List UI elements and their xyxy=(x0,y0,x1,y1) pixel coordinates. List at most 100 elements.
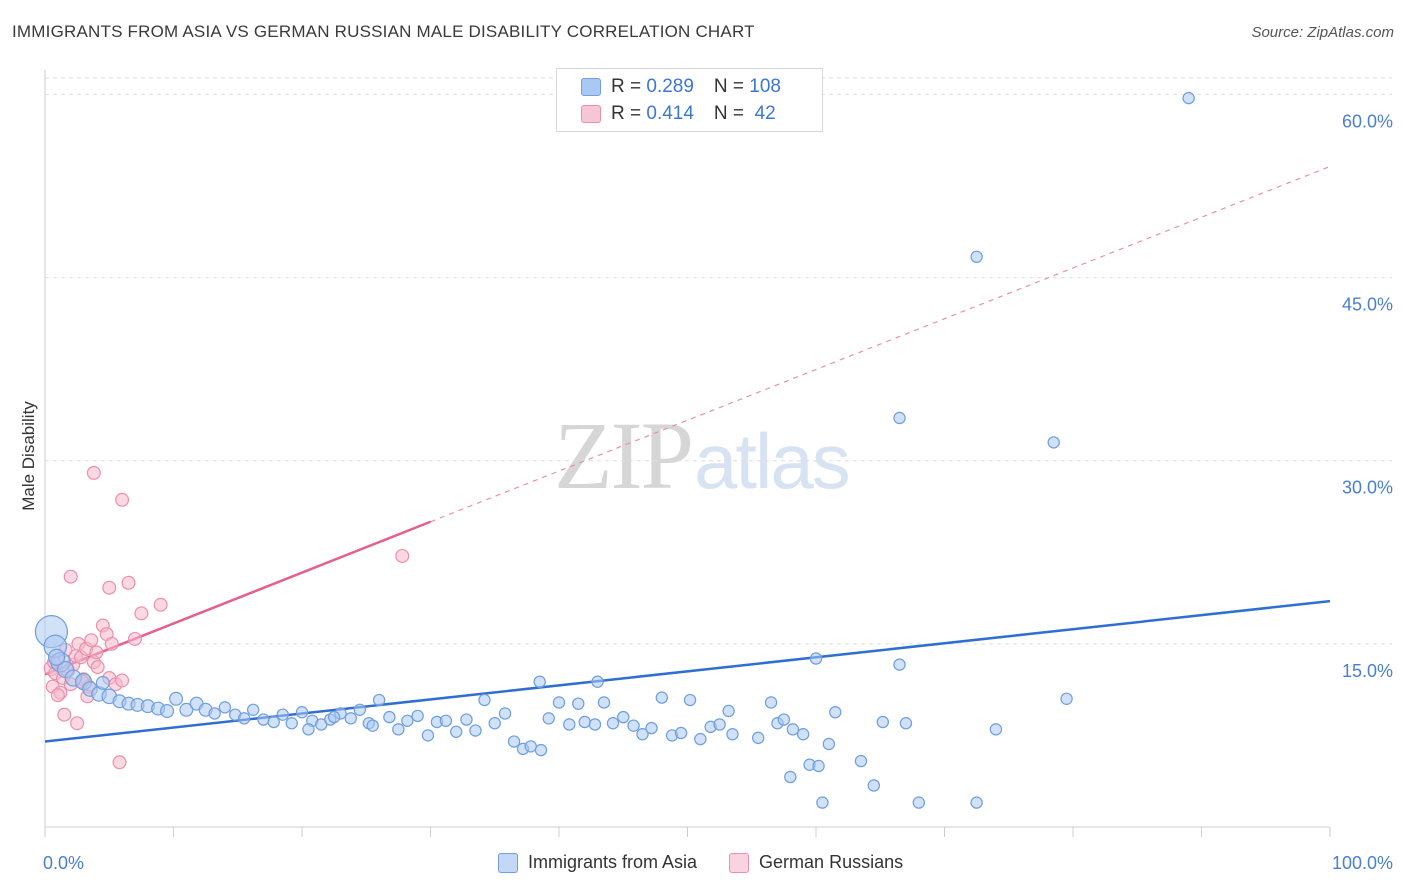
data-point-asia xyxy=(606,717,620,730)
data-point-asia xyxy=(524,740,537,753)
data-point-asia xyxy=(478,693,491,707)
data-point-german-russians xyxy=(112,755,127,770)
data-point-asia xyxy=(1047,436,1060,449)
tick-labels: 15.0% 30.0% 45.0% 60.0% 0.0% 100.0% xyxy=(43,111,1393,873)
data-point-asia xyxy=(627,719,640,732)
data-point-asia xyxy=(694,732,707,746)
data-point-asia xyxy=(563,718,576,731)
data-point-german-russians xyxy=(121,575,136,590)
data-point-asia xyxy=(636,728,649,741)
data-point-asia xyxy=(372,693,386,707)
data-point-asia xyxy=(237,712,251,725)
legend-label-asia: Immigrants from Asia xyxy=(528,852,698,872)
data-point-asia xyxy=(764,696,778,709)
data-point-asia xyxy=(542,712,555,725)
data-point-asia xyxy=(674,726,688,740)
series-immigrants-from-asia xyxy=(34,91,1195,809)
y-tick-label: 15.0% xyxy=(1342,661,1393,681)
data-point-asia xyxy=(867,779,881,792)
data-point-asia xyxy=(786,723,800,736)
data-point-asia xyxy=(989,723,1003,736)
legend-r-value: 0.414 xyxy=(646,103,694,124)
data-point-asia xyxy=(450,725,463,738)
data-point-asia xyxy=(353,703,367,716)
data-point-asia xyxy=(809,652,823,665)
data-point-asia xyxy=(970,250,983,264)
data-point-german-russians xyxy=(127,631,142,646)
y-tick-label: 60.0% xyxy=(1342,111,1393,131)
data-point-asia xyxy=(460,713,473,726)
data-point-asia xyxy=(302,723,315,736)
data-point-asia xyxy=(218,701,232,714)
data-point-asia xyxy=(267,715,280,729)
legend-label-german-russians: German Russians xyxy=(759,852,904,872)
data-point-asia xyxy=(401,714,414,727)
data-point-asia xyxy=(893,411,906,425)
data-point-asia xyxy=(899,717,913,730)
data-point-asia xyxy=(246,703,260,716)
data-point-german-russians xyxy=(115,492,130,507)
data-point-asia xyxy=(726,728,739,741)
data-point-german-russians xyxy=(395,548,410,563)
data-point-asia xyxy=(777,713,791,726)
legend-n-label: N = xyxy=(713,103,750,124)
legend-swatch-pink xyxy=(729,852,750,873)
x-tick-label-left: 0.0% xyxy=(43,853,84,873)
data-point-german-russians xyxy=(102,580,117,595)
trend-line-asia xyxy=(44,599,1331,743)
trend-extension-german-russians xyxy=(430,165,1331,523)
data-point-german-russians xyxy=(50,688,65,703)
data-point-asia xyxy=(822,737,836,751)
data-point-german-russians xyxy=(57,707,72,722)
data-point-asia xyxy=(683,693,697,707)
data-point-asia xyxy=(829,706,842,719)
data-point-asia xyxy=(591,675,604,688)
gridlines xyxy=(45,77,1392,645)
data-point-asia xyxy=(498,707,512,720)
data-point-german-russians xyxy=(115,673,130,688)
data-point-asia xyxy=(257,713,270,726)
legend-n-label: N = xyxy=(713,76,750,97)
data-point-asia xyxy=(722,704,735,718)
data-point-asia xyxy=(645,721,658,735)
data-point-asia xyxy=(912,796,926,809)
axes xyxy=(44,70,1331,837)
data-point-asia xyxy=(179,702,194,717)
data-point-asia xyxy=(796,728,810,741)
y-tick-label: 30.0% xyxy=(1342,478,1393,498)
data-point-asia xyxy=(208,707,221,720)
data-point-german-russians xyxy=(86,465,101,480)
legend-item-german-russians: German Russians xyxy=(729,852,903,873)
data-point-asia xyxy=(439,714,453,727)
y-tick-label: 45.0% xyxy=(1342,295,1393,315)
data-point-german-russians xyxy=(70,716,85,731)
legend-n-value: 42 xyxy=(749,103,776,124)
data-point-german-russians xyxy=(104,636,119,651)
data-point-asia xyxy=(617,710,630,724)
legend-r-value: 0.289 xyxy=(646,76,694,97)
data-point-asia xyxy=(95,675,110,690)
data-point-asia xyxy=(295,706,309,719)
data-point-asia xyxy=(344,712,358,725)
data-point-asia xyxy=(655,691,669,704)
legend-item-asia: Immigrants from Asia xyxy=(498,852,697,873)
series-legend: Immigrants from Asia German Russians xyxy=(498,852,935,873)
data-point-asia xyxy=(383,710,396,724)
data-point-german-russians xyxy=(63,569,78,584)
y-axis-title: Male Disability xyxy=(19,401,38,511)
data-point-asia xyxy=(578,715,591,729)
legend-swatch-blue xyxy=(498,852,518,873)
data-point-asia xyxy=(276,708,289,721)
data-point-asia xyxy=(713,718,726,731)
legend-r-label: R = xyxy=(611,76,647,97)
data-point-asia xyxy=(816,796,829,809)
legend-swatch-blue xyxy=(581,78,601,96)
data-point-asia xyxy=(507,735,521,748)
data-point-asia xyxy=(169,691,184,706)
data-point-asia xyxy=(469,724,482,737)
data-point-asia xyxy=(854,754,868,768)
data-point-asia xyxy=(970,796,983,809)
legend-r-label: R = xyxy=(611,103,647,124)
data-point-asia xyxy=(160,704,175,719)
correlation-legend: R = 0.289 N = 108 R = 0.414 N = 42 xyxy=(556,68,823,132)
